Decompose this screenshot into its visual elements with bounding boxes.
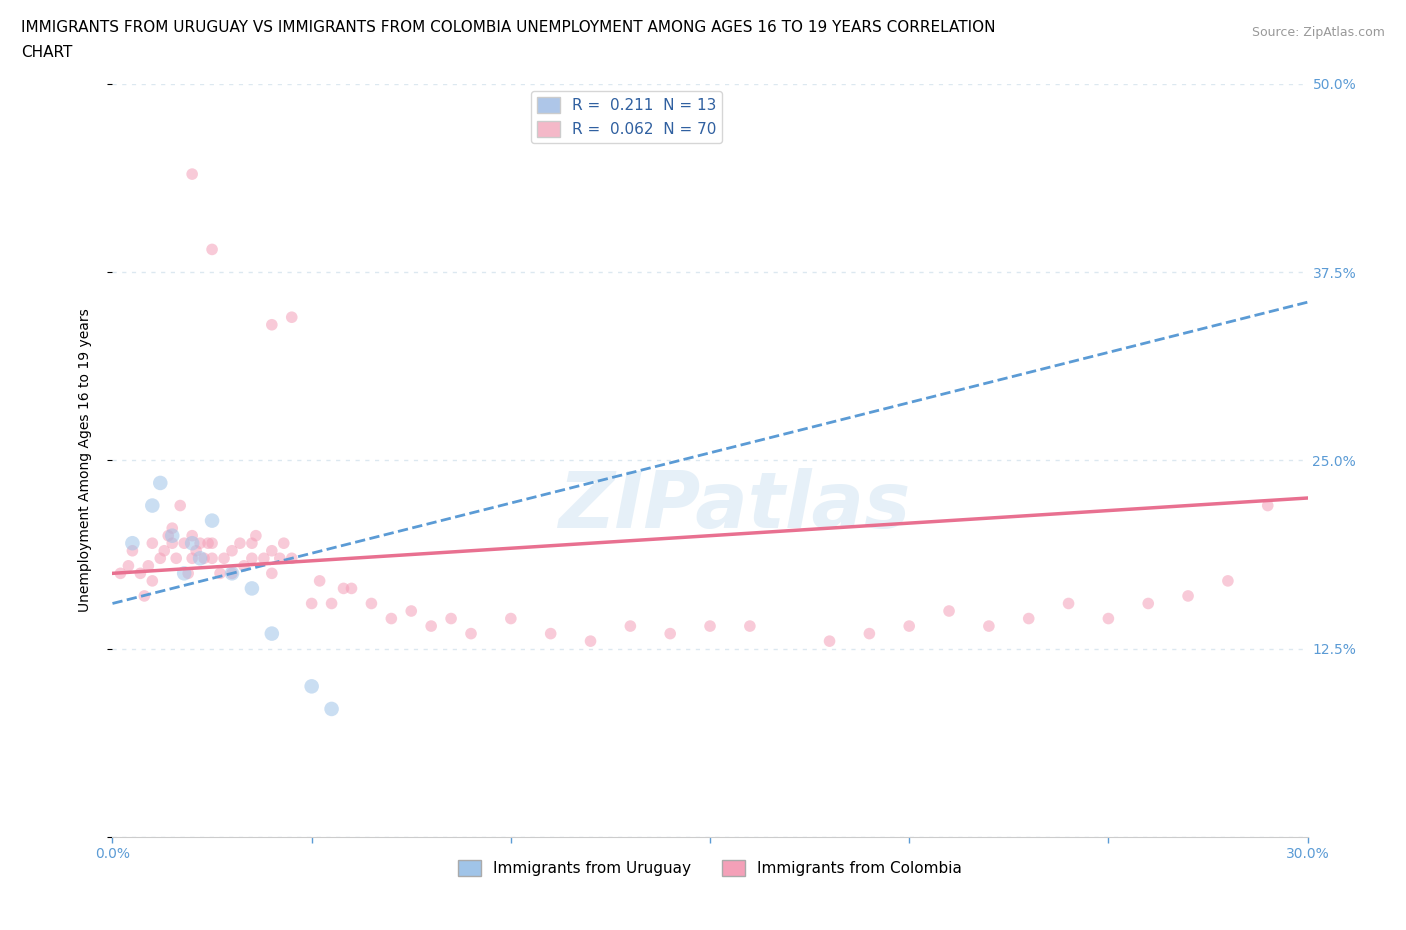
Point — [141, 498, 163, 513]
Point — [162, 536, 183, 551]
Point — [221, 543, 243, 558]
Point — [121, 536, 143, 551]
Point — [212, 551, 235, 565]
Point — [193, 551, 215, 565]
Y-axis label: Unemployment Among Ages 16 to 19 years: Unemployment Among Ages 16 to 19 years — [77, 309, 91, 612]
Point — [165, 551, 187, 565]
Point — [129, 565, 152, 580]
Point — [938, 604, 960, 618]
Point — [898, 618, 921, 633]
Point — [420, 618, 443, 633]
Point — [141, 574, 163, 589]
Point — [273, 536, 295, 551]
Point — [253, 551, 276, 565]
Point — [233, 558, 256, 573]
Point — [1097, 611, 1119, 626]
Point — [260, 626, 283, 641]
Point — [110, 565, 132, 580]
Point — [308, 574, 330, 589]
Point — [619, 618, 641, 633]
Point — [260, 317, 283, 332]
Point — [188, 551, 211, 565]
Point — [141, 536, 163, 551]
Point — [138, 558, 160, 573]
Point — [181, 536, 204, 551]
Point — [659, 626, 682, 641]
Point — [149, 551, 172, 565]
Point — [332, 581, 354, 596]
Point — [240, 551, 263, 565]
Point — [1018, 611, 1040, 626]
Point — [321, 701, 343, 716]
Point — [181, 551, 204, 565]
Point — [121, 543, 143, 558]
Point — [540, 626, 562, 641]
Point — [340, 581, 363, 596]
Point — [162, 528, 183, 543]
Point — [579, 633, 602, 648]
Point — [169, 498, 191, 513]
Point — [499, 611, 522, 626]
Point — [818, 633, 841, 648]
Point — [157, 528, 180, 543]
Point — [858, 626, 880, 641]
Point — [188, 536, 211, 551]
Text: Source: ZipAtlas.com: Source: ZipAtlas.com — [1251, 26, 1385, 39]
Point — [162, 521, 183, 536]
Point — [380, 611, 402, 626]
Point — [117, 558, 139, 573]
Point — [1057, 596, 1080, 611]
Point — [1216, 574, 1239, 589]
Point — [260, 543, 283, 558]
Point — [134, 589, 156, 604]
Text: CHART: CHART — [21, 45, 73, 60]
Point — [149, 475, 172, 490]
Point — [181, 528, 204, 543]
Point — [173, 565, 195, 580]
Point — [301, 679, 323, 694]
Point — [201, 242, 224, 257]
Point — [181, 166, 204, 181]
Point — [153, 543, 176, 558]
Point — [460, 626, 482, 641]
Point — [197, 536, 219, 551]
Point — [301, 596, 323, 611]
Point — [177, 565, 200, 580]
Point — [1177, 589, 1199, 604]
Legend: Immigrants from Uruguay, Immigrants from Colombia: Immigrants from Uruguay, Immigrants from… — [453, 854, 967, 882]
Point — [221, 565, 243, 580]
Point — [221, 565, 243, 580]
Point — [281, 551, 304, 565]
Point — [260, 565, 283, 580]
Point — [173, 536, 195, 551]
Point — [977, 618, 1000, 633]
Point — [269, 551, 291, 565]
Point — [699, 618, 721, 633]
Point — [186, 543, 208, 558]
Point — [245, 528, 267, 543]
Point — [401, 604, 423, 618]
Point — [201, 536, 224, 551]
Point — [321, 596, 343, 611]
Point — [201, 551, 224, 565]
Point — [281, 310, 304, 325]
Point — [240, 536, 263, 551]
Text: ZIPatlas: ZIPatlas — [558, 468, 910, 543]
Point — [440, 611, 463, 626]
Point — [201, 513, 224, 528]
Point — [1137, 596, 1160, 611]
Point — [360, 596, 382, 611]
Text: IMMIGRANTS FROM URUGUAY VS IMMIGRANTS FROM COLOMBIA UNEMPLOYMENT AMONG AGES 16 T: IMMIGRANTS FROM URUGUAY VS IMMIGRANTS FR… — [21, 20, 995, 35]
Point — [738, 618, 761, 633]
Point — [240, 581, 263, 596]
Point — [1257, 498, 1279, 513]
Point — [209, 565, 232, 580]
Point — [229, 536, 252, 551]
